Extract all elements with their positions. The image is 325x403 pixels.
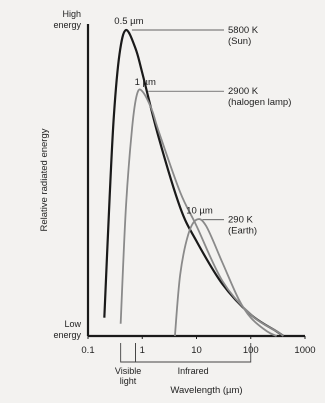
series-line: [174, 218, 278, 337]
peak-label: 0.5 µm: [114, 16, 143, 27]
x-tick-label: 1000: [294, 345, 315, 356]
x-tick-label: 100: [243, 345, 259, 356]
series-temp-label: 5800 K: [228, 25, 259, 36]
series-source-label: (Sun): [228, 36, 251, 47]
x-axis-title: Wavelength (µm): [170, 385, 242, 396]
x-tick-label: 0.1: [81, 345, 94, 356]
series-temp-label: 290 K: [228, 215, 253, 226]
y-low-label: energy: [53, 330, 81, 340]
series-source-label: (Earth): [228, 226, 257, 237]
peak-label: 10 µm: [186, 206, 213, 217]
y-axis-title: Relative radiated energy: [39, 128, 50, 231]
y-low-label: Low: [64, 319, 81, 329]
peak-label: 1 µm: [135, 77, 156, 88]
series-line: [119, 88, 284, 337]
x-tick-label: 1: [140, 345, 145, 356]
series-source-label: (halogen lamp): [228, 97, 291, 108]
series-line: [103, 28, 285, 337]
band-label: light: [120, 376, 137, 386]
series-temp-label: 2900 K: [228, 86, 259, 97]
band-label: Infrared: [178, 366, 209, 376]
y-high-label: energy: [53, 20, 81, 30]
x-tick-label: 10: [191, 345, 202, 356]
band-label: Visible: [115, 366, 141, 376]
band-bracket: [135, 343, 252, 363]
band-bracket: [120, 343, 136, 363]
y-high-label: High: [62, 9, 81, 19]
